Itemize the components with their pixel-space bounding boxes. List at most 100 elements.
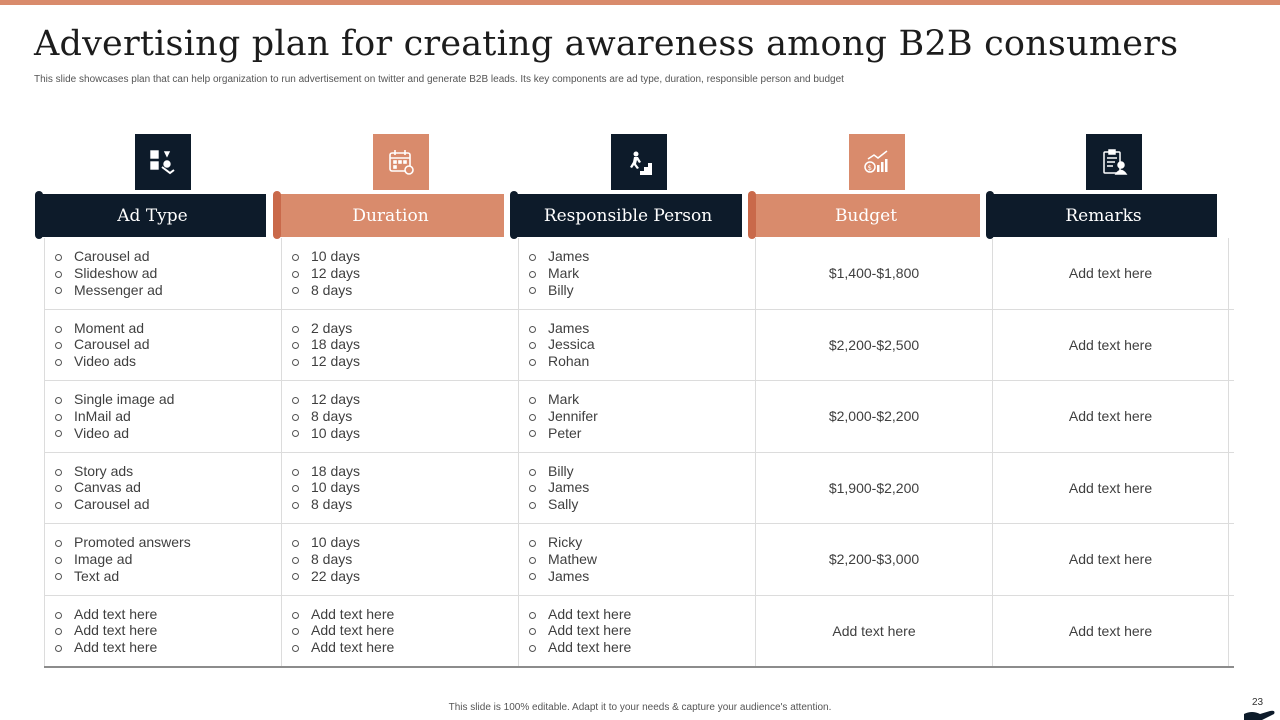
table-row: Moment ad Carousel ad Video ads 2 days 1…	[44, 309, 1234, 381]
header-label: Duration	[352, 205, 429, 226]
money-growth-icon: $	[849, 134, 905, 190]
ad-type-cell: Moment ad Carousel ad Video ads	[44, 309, 281, 380]
list-item: Add text here	[292, 606, 394, 623]
list-item: 10 days	[292, 479, 360, 496]
list-item: Peter	[529, 425, 598, 442]
person-cell: Billy James Sally	[518, 452, 755, 523]
ad-type-cell: Carousel ad Slideshow ad Messenger ad	[44, 238, 281, 309]
list-item: InMail ad	[55, 408, 174, 425]
list-item: Add text here	[55, 639, 157, 656]
ad-type-cell: Add text here Add text here Add text her…	[44, 595, 281, 666]
list-item: Billy	[529, 282, 589, 299]
person-cell: Mark Jennifer Peter	[518, 381, 755, 452]
remarks-cell: Add text here	[992, 238, 1229, 309]
list-item: James	[529, 248, 589, 265]
ad-type-cell: Story ads Canvas ad Carousel ad	[44, 452, 281, 523]
list-item: Ricky	[529, 534, 597, 551]
list-item: 10 days	[292, 425, 360, 442]
list-item: Jennifer	[529, 408, 598, 425]
header-label: Ad Type	[117, 205, 188, 226]
list-item: Sally	[529, 496, 589, 513]
budget-cell: Add text here	[755, 595, 992, 666]
budget-cell: $2,200-$3,000	[755, 524, 992, 595]
list-item: Carousel ad	[55, 336, 150, 353]
list-item: 10 days	[292, 534, 360, 551]
top-accent-bar	[0, 0, 1280, 5]
list-item: Promoted answers	[55, 534, 191, 551]
ad-type-icon	[135, 134, 191, 190]
list-item: James	[529, 320, 595, 337]
list-item: 8 days	[292, 496, 360, 513]
list-item: 8 days	[292, 282, 360, 299]
header-label: Responsible Person	[543, 205, 713, 226]
list-item: Add text here	[292, 622, 394, 639]
slide-title: Advertising plan for creating awareness …	[34, 24, 1179, 64]
header-responsible-person: Responsible Person	[510, 191, 742, 239]
list-item: 18 days	[292, 336, 360, 353]
person-cell: Ricky Mathew James	[518, 524, 755, 595]
list-item: Mathew	[529, 551, 597, 568]
list-item: 12 days	[292, 353, 360, 370]
list-item: Add text here	[55, 622, 157, 639]
list-item: Messenger ad	[55, 282, 163, 299]
table-row: Carousel ad Slideshow ad Messenger ad 10…	[44, 238, 1234, 310]
table-row: Add text here Add text here Add text her…	[44, 595, 1234, 666]
list-item: Jessica	[529, 336, 595, 353]
duration-cell: 12 days 8 days 10 days	[281, 381, 518, 452]
ad-type-cell: Single image ad InMail ad Video ad	[44, 381, 281, 452]
budget-cell: $1,400-$1,800	[755, 238, 992, 309]
person-cell: Add text here Add text here Add text her…	[518, 595, 755, 666]
list-item: Add text here	[292, 639, 394, 656]
list-item: James	[529, 568, 597, 585]
header-label: Budget	[834, 205, 898, 226]
ad-type-cell: Promoted answers Image ad Text ad	[44, 524, 281, 595]
list-item: 8 days	[292, 408, 360, 425]
list-item: 12 days	[292, 265, 360, 282]
list-item: Add text here	[529, 622, 631, 639]
person-cell: James Mark Billy	[518, 238, 755, 309]
remarks-cell: Add text here	[992, 381, 1229, 452]
header-budget: Budget	[748, 191, 980, 239]
calendar-icon	[373, 134, 429, 190]
duration-cell: 10 days 8 days 22 days	[281, 524, 518, 595]
list-item: Mark	[529, 391, 598, 408]
budget-cell: $2,000-$2,200	[755, 381, 992, 452]
budget-cell: $2,200-$2,500	[755, 309, 992, 380]
list-item: Slideshow ad	[55, 265, 163, 282]
list-item: Carousel ad	[55, 248, 163, 265]
list-item: Billy	[529, 463, 589, 480]
list-item: Video ads	[55, 353, 150, 370]
page-number: 23	[1252, 697, 1264, 708]
list-item: Single image ad	[55, 391, 174, 408]
person-cell: James Jessica Rohan	[518, 309, 755, 380]
list-item: Rohan	[529, 353, 595, 370]
list-item: 2 days	[292, 320, 360, 337]
list-item: Carousel ad	[55, 496, 150, 513]
list-item: Text ad	[55, 568, 191, 585]
remarks-cell: Add text here	[992, 309, 1229, 380]
footer-note: This slide is 100% editable. Adapt it to…	[448, 702, 832, 713]
list-item: Add text here	[529, 606, 631, 623]
plan-table: Carousel ad Slideshow ad Messenger ad 10…	[44, 238, 1234, 668]
person-stairs-icon	[611, 134, 667, 190]
table-row: Single image ad InMail ad Video ad 12 da…	[44, 381, 1234, 453]
list-item: Add text here	[55, 606, 157, 623]
list-item: 10 days	[292, 248, 360, 265]
clipboard-person-icon	[1086, 134, 1142, 190]
remarks-cell: Add text here	[992, 524, 1229, 595]
budget-cell: $1,900-$2,200	[755, 452, 992, 523]
list-item: Story ads	[55, 463, 150, 480]
list-item: Canvas ad	[55, 479, 150, 496]
remarks-cell: Add text here	[992, 452, 1229, 523]
duration-cell: 10 days 12 days 8 days	[281, 238, 518, 309]
header-label: Remarks	[1065, 205, 1142, 226]
list-item: Image ad	[55, 551, 191, 568]
list-item: Moment ad	[55, 320, 150, 337]
duration-cell: Add text here Add text here Add text her…	[281, 595, 518, 666]
remarks-cell: Add text here	[992, 595, 1229, 666]
list-item: James	[529, 479, 589, 496]
duration-cell: 18 days 10 days 8 days	[281, 452, 518, 523]
header-remarks: Remarks	[986, 191, 1217, 239]
table-row: Story ads Canvas ad Carousel ad 18 days …	[44, 452, 1234, 524]
list-item: Video ad	[55, 425, 174, 442]
